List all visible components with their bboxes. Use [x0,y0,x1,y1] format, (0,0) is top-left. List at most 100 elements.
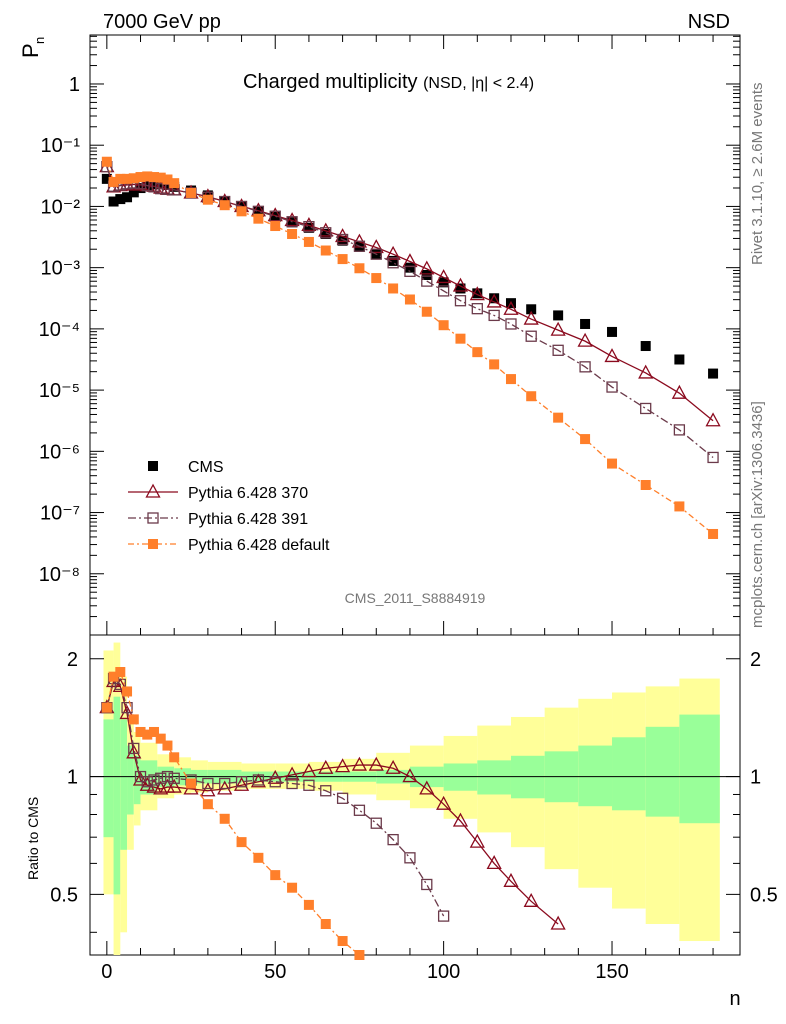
main-point [486,293,502,308]
ratio-point [336,792,349,804]
main-point [577,332,593,347]
main-point [523,310,539,325]
ratio-bands [90,642,740,955]
ratio-point [385,759,401,774]
ratio-point [353,804,366,816]
main-point [122,192,133,203]
ratio-point [233,776,250,791]
main-point [471,303,483,315]
main-point [368,239,384,254]
ratio-point [270,870,281,881]
main-series [99,156,721,539]
main-point [135,172,146,183]
ratio-plot-frame [89,634,741,956]
ratio-point [126,744,142,759]
ratio-point [155,772,167,784]
main-point [284,212,300,227]
main-point [404,294,415,305]
main-point [607,458,618,469]
legend-label: Pythia 6.428 370 [188,485,308,502]
main-point [202,194,213,205]
main-point [320,228,331,239]
ratio-point [108,671,119,682]
ratio-point [469,833,485,848]
main-point [505,318,517,330]
ratio-point [169,752,180,763]
legend-label: Pythia 6.428 default [188,537,330,554]
y-tick-label: 10⁻³ [41,258,81,280]
main-point [270,221,281,232]
ratio-point [148,774,160,786]
main-point [421,270,432,280]
band-inner-bin [120,719,128,850]
band-inner-bin [127,745,134,815]
y-tick-label: 10⁻⁴ [39,319,80,341]
main-point [553,310,564,321]
main-point [155,183,167,195]
ratio-point [334,758,351,773]
main-point [162,180,173,190]
main-line-pythia-6.428-default [106,161,714,535]
ratio-point [114,678,126,691]
main-point [674,501,685,512]
main-point [503,300,519,315]
ratio-point [368,756,384,771]
ratio-tick-label-right: 1 [750,767,761,789]
main-point [142,171,153,182]
ratio-y-ticks: 2 2 1 1 0.5 0.5 [50,649,778,933]
main-point [455,283,466,294]
main-point [270,211,281,222]
plot-title-sub: (NSD, |η| < 2.4) [423,75,534,92]
ratio-point [115,667,126,678]
ratio-point [287,882,298,893]
main-point [334,228,351,243]
main-point [353,240,366,252]
ratio-point [128,714,139,725]
main-point [155,172,166,183]
ratio-point [320,919,331,930]
main-point [488,309,500,322]
x-tick-label: 50 [264,961,286,983]
y-tick-label: 10⁻⁸ [39,564,80,586]
legend-marker [148,539,158,549]
ratio-point [550,915,566,930]
main-point [371,273,382,284]
ratio-tick-label-left: 0.5 [50,884,78,906]
main-point [253,213,264,224]
main-point [337,235,348,246]
ratio-point [148,726,159,737]
legend-label: Pythia 6.428 391 [188,511,308,528]
ratio-point [121,702,133,714]
ratio-line-pythia-6.428-default [106,670,360,956]
band-inner-bin [103,719,114,838]
ratio-point [161,770,174,783]
main-point [337,254,348,265]
legend-label: CMS [188,459,224,476]
ratio-point [155,733,166,744]
header-left: 7000 GeV pp [103,11,221,33]
main-point [370,248,382,260]
main-point [135,183,146,194]
ratio-point [269,776,281,788]
main-point [122,173,133,184]
main-point [388,255,399,266]
mcplots-side-text: mcplots.cern.ch [arXiv:1306.3436] [749,401,766,628]
band-inner-bin [612,737,646,811]
y-tick-label: 10⁻² [41,196,81,218]
main-point [128,187,139,198]
ratio-tick-label-left: 2 [67,649,78,671]
main-point [404,265,416,277]
main-point [640,402,652,415]
ratio-point [202,777,214,790]
ratio-point [162,740,173,751]
main-ylabel: P [18,43,43,58]
ratio-point [503,872,519,887]
ratio-point [303,899,314,910]
ratio-point [303,779,315,791]
main-point [550,321,566,336]
ratio-point [404,852,416,864]
main-point [708,528,719,539]
legend-marker [145,483,161,498]
main-point [640,341,651,352]
ratio-point [139,776,155,791]
